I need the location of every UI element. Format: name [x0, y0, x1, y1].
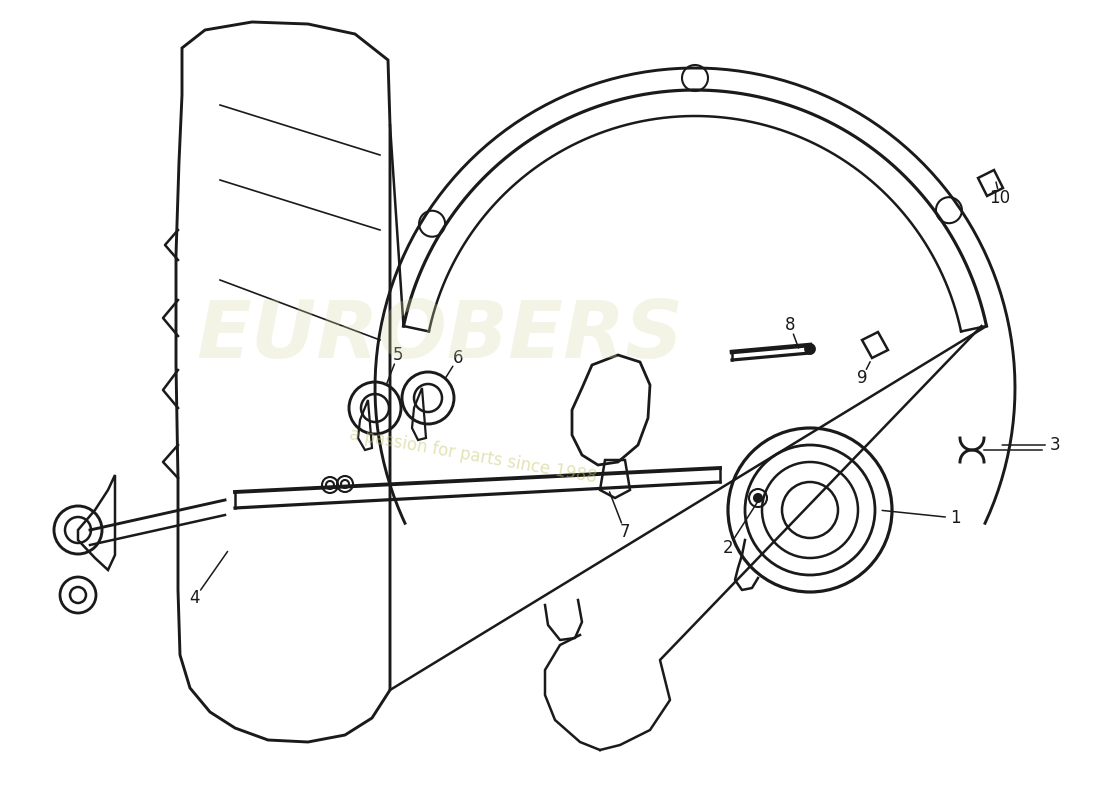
- Circle shape: [754, 494, 762, 502]
- Text: a passion for parts since 1988: a passion for parts since 1988: [348, 426, 598, 486]
- Text: 1: 1: [949, 509, 960, 527]
- Text: 6: 6: [453, 349, 463, 367]
- Circle shape: [805, 344, 815, 354]
- Text: 9: 9: [857, 369, 867, 387]
- Text: 7: 7: [619, 523, 630, 541]
- Text: 2: 2: [723, 539, 734, 557]
- Text: 5: 5: [393, 346, 404, 364]
- Text: EUROBERS: EUROBERS: [197, 297, 683, 375]
- Text: 3: 3: [1049, 436, 1060, 454]
- Text: 8: 8: [784, 316, 795, 334]
- Text: 10: 10: [989, 189, 1011, 207]
- Polygon shape: [862, 332, 888, 358]
- Polygon shape: [978, 170, 1003, 196]
- Text: 4: 4: [189, 589, 200, 607]
